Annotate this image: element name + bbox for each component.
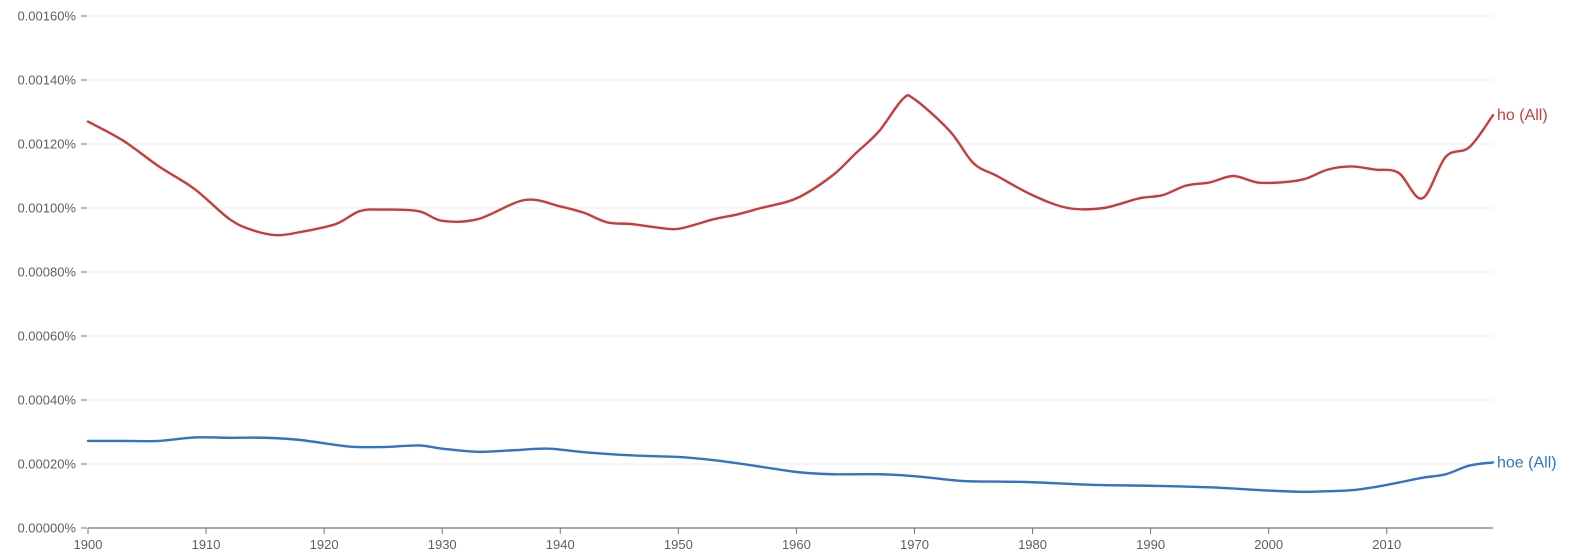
y-tick-label: 0.00160% <box>17 9 76 24</box>
x-tick-label: 1920 <box>310 537 339 552</box>
label-layer: ho (All) hoe (All) <box>1497 107 1557 471</box>
y-tick-label: 0.00020% <box>17 457 76 472</box>
series-layer <box>86 94 1495 494</box>
y-tick-label: 0.00000% <box>17 521 76 536</box>
y-tick-label: 0.00040% <box>17 393 76 408</box>
series-line-ho[interactable] <box>86 94 1495 237</box>
x-tick-label: 2000 <box>1254 537 1283 552</box>
series-line-hoe[interactable] <box>86 436 1495 494</box>
x-tick-label: 2010 <box>1372 537 1401 552</box>
y-tick-label: 0.00080% <box>17 265 76 280</box>
x-tick-label: 1950 <box>664 537 693 552</box>
x-tick-label: 1910 <box>192 537 221 552</box>
series-label-ho[interactable]: ho (All) <box>1497 107 1548 124</box>
x-tick-label: 1960 <box>782 537 811 552</box>
y-tick-label: 0.00120% <box>17 137 76 152</box>
x-tick-label: 1930 <box>428 537 457 552</box>
y-tick-label: 0.00100% <box>17 201 76 216</box>
axis-layer: 0.00000% 0.00020% 0.00040% 0.00060% 0.00080%… <box>17 9 1493 552</box>
x-tick-label: 1990 <box>1136 537 1165 552</box>
grid-layer <box>88 15 1493 465</box>
x-tick-label: 1900 <box>74 537 103 552</box>
x-tick-label: 1980 <box>1018 537 1047 552</box>
y-tick-label: 0.00060% <box>17 329 76 344</box>
y-tick-label: 0.00140% <box>17 73 76 88</box>
x-tick-label: 1970 <box>900 537 929 552</box>
x-tick-label: 1940 <box>546 537 575 552</box>
series-label-hoe[interactable]: hoe (All) <box>1497 454 1557 471</box>
